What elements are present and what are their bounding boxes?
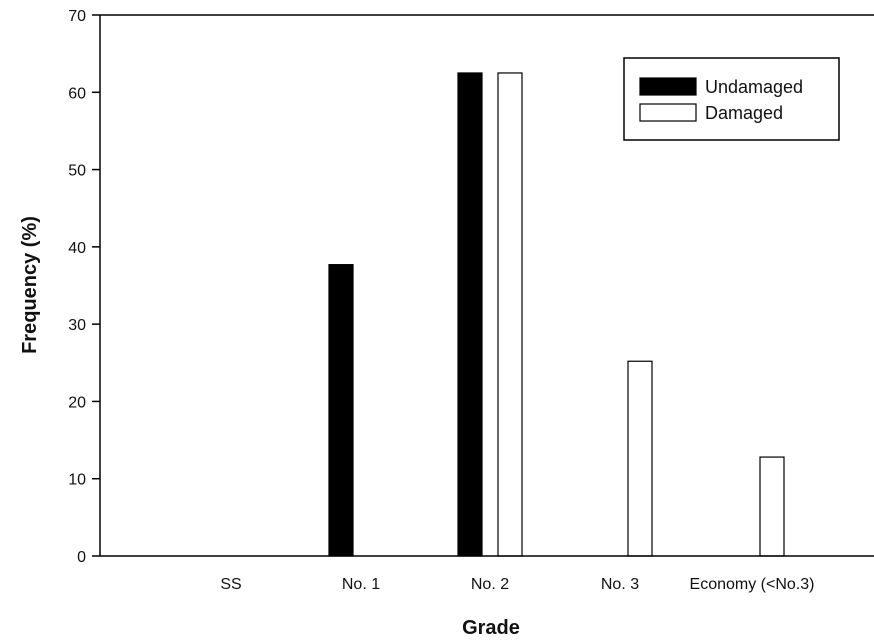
bar-damaged-economy-no-3 [759, 456, 785, 557]
bars-layer [328, 72, 785, 557]
legend-label-damaged: Damaged [705, 103, 783, 123]
legend-swatch-damaged [639, 103, 697, 122]
x-tick-label-no-2: No. 2 [471, 576, 509, 593]
x-tick-label-ss: SS [220, 576, 241, 593]
y-tick-label: 70 [68, 8, 86, 25]
x-tick-label-no-3: No. 3 [601, 576, 639, 593]
y-tick-label: 20 [68, 394, 86, 411]
y-tick-label: 50 [68, 163, 86, 180]
axes-layer [99, 14, 874, 557]
x-tick-label-no-1: No. 1 [342, 576, 380, 593]
y-tick-label: 60 [68, 85, 86, 102]
y-tick-label: 30 [68, 317, 86, 334]
legend: Undamaged Damaged [623, 57, 840, 141]
x-axis-title: Grade [462, 617, 520, 639]
y-tick-label: 0 [77, 549, 86, 566]
legend-box [623, 57, 840, 141]
bar-undamaged-no-1 [328, 264, 354, 557]
bar-undamaged-no-2 [457, 72, 483, 557]
y-tick-label: 10 [68, 472, 86, 489]
legend-swatch-undamaged [639, 77, 697, 96]
y-axis-title: Frequency (%) [19, 216, 41, 354]
x-ticks: SS No. 1 No. 2 No. 3 Economy (<No.3) [220, 576, 814, 593]
bar-damaged-no-3 [627, 360, 653, 557]
y-ticks: 0 10 20 30 40 50 60 70 [68, 8, 100, 566]
x-tick-label-economy-no-3: Economy (<No.3) [690, 576, 815, 593]
legend-label-undamaged: Undamaged [705, 77, 803, 97]
bar-damaged-no-2 [497, 72, 523, 557]
y-tick-label: 40 [68, 240, 86, 257]
